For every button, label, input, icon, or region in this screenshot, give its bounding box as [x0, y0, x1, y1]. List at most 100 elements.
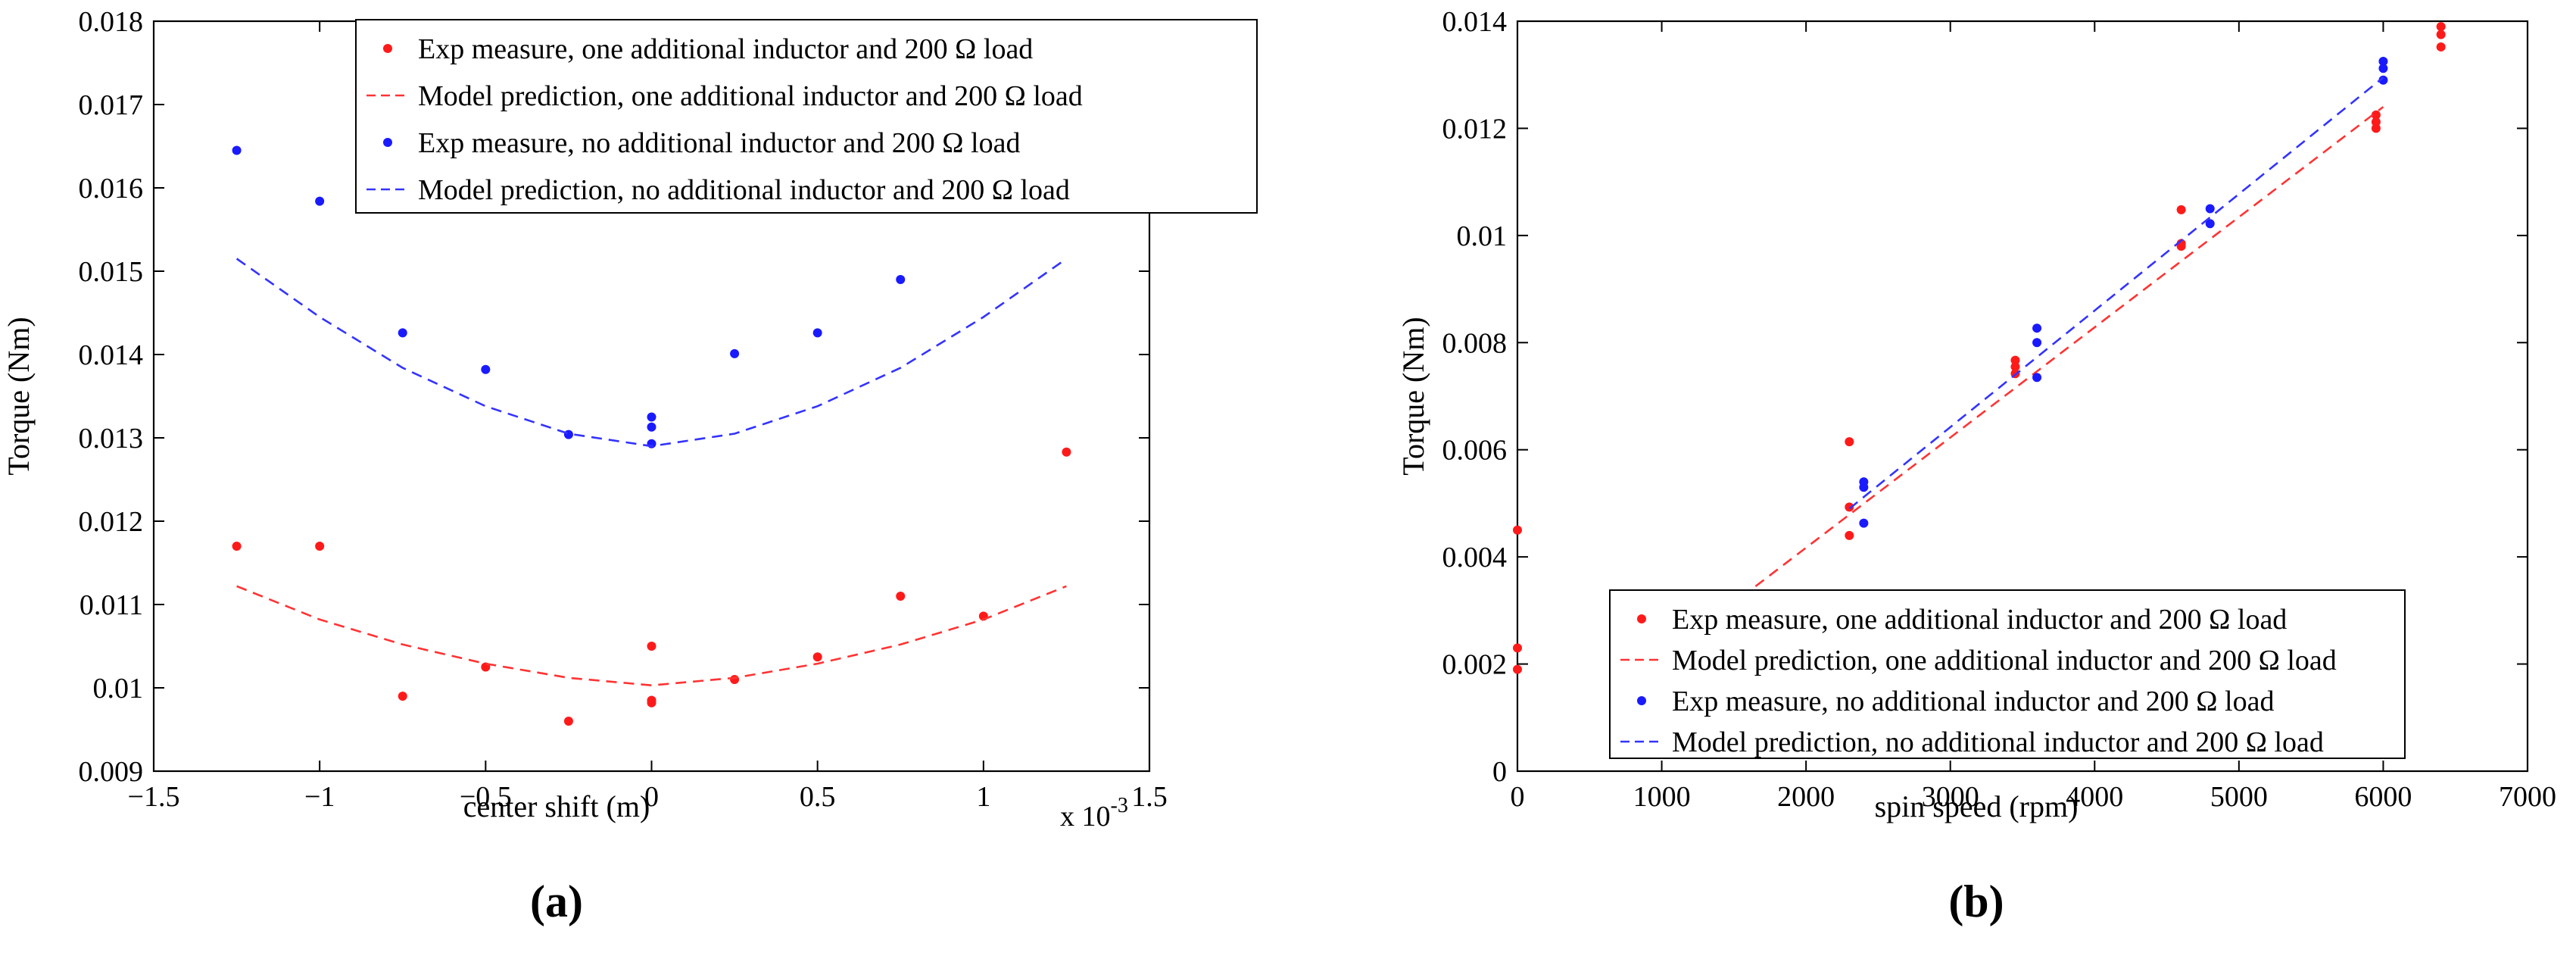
- y-tick-label: 0.01: [1457, 220, 1508, 252]
- data-point-s0: [2436, 22, 2446, 32]
- series-line-3: [235, 258, 1068, 448]
- data-point-s2: [2032, 323, 2042, 333]
- y-axis-label: Torque (Nm): [1396, 317, 1430, 475]
- series-line-1: [1754, 106, 2384, 588]
- data-point-s0: [2371, 110, 2381, 120]
- chart-panel-b: 0 1000 2000 3000 4000 5000 6000 7000 0 0.002 0.004…: [1396, 6, 2556, 926]
- x-tick-label: 6000: [2354, 781, 2412, 813]
- legend-entry: Model prediction, no additional inductor…: [1672, 726, 2324, 758]
- legend-point-swatch: [1637, 614, 1646, 623]
- y-tick-label: 0.017: [79, 89, 144, 121]
- data-point-s2: [812, 328, 822, 338]
- legend-entry: Exp measure, no additional inductor and …: [418, 127, 1020, 159]
- y-tick-label: 0.009: [79, 756, 144, 788]
- y-tick-label: 0.006: [1442, 435, 1508, 467]
- y-tick-label: 0.014: [1442, 6, 1508, 38]
- data-point-s0: [2176, 205, 2186, 214]
- y-tick-label: 0.013: [79, 423, 144, 455]
- data-point-s2: [563, 430, 573, 439]
- data-point-s2: [2032, 373, 2042, 383]
- data-point-s0: [315, 542, 325, 551]
- data-point-s0: [647, 642, 656, 651]
- legend-point-swatch: [1637, 696, 1646, 705]
- x-tick-label: 1.5: [1131, 781, 1168, 813]
- y-tick-label: 0.002: [1442, 649, 1508, 681]
- data-point-s0: [2371, 117, 2381, 127]
- x-tick-label: 0: [1511, 781, 1525, 813]
- legend-entry: Exp measure, one additional inductor and…: [418, 33, 1033, 65]
- data-point-s0: [1062, 447, 1071, 457]
- data-point-s2: [896, 275, 906, 284]
- data-point-s0: [1845, 530, 1854, 540]
- legend-point-swatch: [383, 138, 392, 147]
- data-point-s2: [398, 328, 407, 338]
- data-point-s0: [1845, 502, 1854, 512]
- x-tick-label: −1.5: [128, 781, 180, 813]
- data-point-s0: [1513, 525, 1522, 535]
- legend-box: [355, 19, 1258, 214]
- x-multiplier-base: x 10: [1060, 801, 1111, 833]
- legend-entry: Model prediction, no additional inductor…: [418, 174, 1070, 206]
- x-tick-label: 2000: [1777, 781, 1835, 813]
- x-tick-label: −1: [304, 781, 335, 813]
- data-point-s2: [232, 145, 242, 155]
- data-point-s2: [2032, 338, 2042, 348]
- plot-area-frame: [1516, 20, 2529, 773]
- panel-label: (a): [530, 876, 583, 926]
- data-point-s0: [1513, 643, 1522, 653]
- y-tick-label: 0: [1492, 756, 1507, 788]
- data-point-s0: [563, 717, 573, 726]
- chart-panel-a: −1.5 −1 −0.5 0 0.5 1 1.5 0.009 0.01 0.011 0.012 0.0…: [2, 6, 1258, 926]
- data-point-s2: [2378, 57, 2388, 67]
- data-point-s0: [896, 592, 906, 601]
- data-point-s0: [2010, 362, 2020, 372]
- data-point-s0: [812, 652, 822, 662]
- x-multiplier-exponent: -3: [1111, 794, 1128, 817]
- y-tick-label: 0.004: [1442, 542, 1508, 573]
- data-point-s0: [2371, 123, 2381, 133]
- x-tick-label: 0.5: [800, 781, 836, 813]
- panel-label: (b): [1948, 876, 2004, 926]
- data-point-s2: [481, 364, 491, 374]
- data-point-s0: [2176, 242, 2186, 251]
- x-tick-label: 1000: [1633, 781, 1691, 813]
- series-line-1: [236, 585, 1067, 687]
- data-point-s0: [647, 698, 656, 708]
- x-tick-label: 5000: [2210, 781, 2268, 813]
- data-point-s0: [2436, 42, 2446, 52]
- x-axis-label: center shift (m): [463, 789, 650, 823]
- y-tick-label: 0.018: [79, 6, 144, 38]
- data-point-s2: [647, 412, 656, 422]
- data-point-s2: [1859, 483, 1869, 492]
- data-point-s2: [2378, 64, 2388, 73]
- data-point-s2: [647, 422, 656, 432]
- x-tick-label: 7000: [2499, 781, 2556, 813]
- data-point-s0: [232, 542, 242, 551]
- y-tick-label: 0.015: [79, 256, 144, 288]
- legend-entry: Exp measure, one additional inductor and…: [1672, 604, 2287, 636]
- x-tick-label: 3000: [1922, 781, 1979, 813]
- y-tick-label: 0.014: [79, 339, 144, 371]
- data-point-s0: [2010, 355, 2020, 365]
- legend-entry: Model prediction, one additional inducto…: [418, 80, 1083, 112]
- legend-box: [1609, 589, 2406, 759]
- data-point-s2: [2205, 219, 2215, 229]
- x-tick-label: 4000: [2066, 781, 2123, 813]
- data-point-s2: [730, 348, 740, 358]
- y-axis-label: Torque (Nm): [2, 317, 36, 475]
- data-point-s2: [2205, 204, 2215, 214]
- x-tick-label: 1: [976, 781, 990, 813]
- legend-entry: Exp measure, no additional inductor and …: [1672, 686, 2274, 717]
- y-tick-label: 0.01: [93, 673, 144, 705]
- y-tick-label: 0.016: [79, 173, 144, 205]
- x-axis-label: spin speed (rpm): [1875, 789, 2079, 823]
- series-line-3: [1848, 77, 2384, 510]
- y-tick-label: 0.012: [1442, 113, 1508, 145]
- y-tick-label: 0.012: [79, 506, 144, 538]
- x-tick-label: 0: [644, 781, 659, 813]
- data-point-s0: [1513, 664, 1522, 674]
- data-point-s2: [2378, 75, 2388, 85]
- x-tick-label: −0.5: [460, 781, 512, 813]
- legend-point-swatch: [383, 44, 392, 53]
